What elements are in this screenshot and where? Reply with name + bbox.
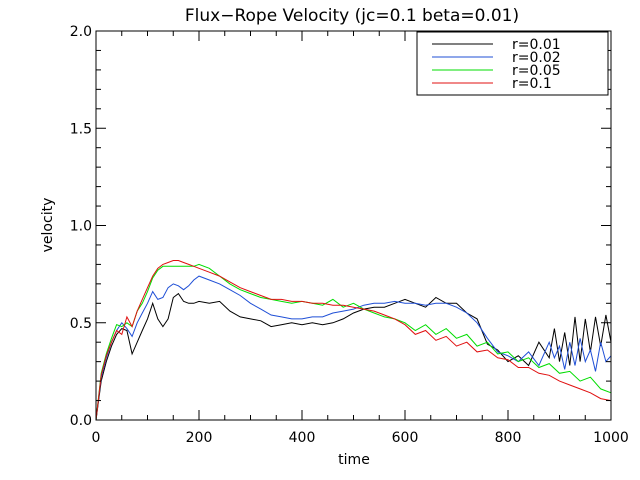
legend-label: r=0.1: [512, 76, 552, 92]
y-tick-label: 0.5: [70, 316, 92, 332]
series-line-r-0-01: [95, 292, 612, 421]
chart-title: Flux−Rope Velocity (jc=0.1 beta=0.01): [185, 6, 519, 26]
plot-area: [95, 260, 612, 421]
legend-label: r=0.01: [512, 37, 561, 53]
y-tick-label: 1.0: [70, 219, 92, 235]
x-tick-label: 1000: [593, 430, 629, 446]
x-tick-label: 800: [495, 430, 522, 446]
x-tick-label: 0: [92, 430, 101, 446]
legend-label: r=0.05: [512, 63, 561, 79]
y-tick-label: 0.0: [70, 413, 92, 429]
legend-label: r=0.02: [512, 50, 561, 66]
x-axis-title: time: [338, 452, 370, 468]
series-line-r-0-02: [95, 275, 612, 421]
legend-box: [416, 31, 609, 96]
x-tick-label: 600: [392, 430, 419, 446]
x-tick-label: 200: [186, 430, 213, 446]
y-tick-label: 1.5: [70, 121, 92, 137]
series-line-r-0-1: [95, 260, 612, 421]
y-axis-title: velocity: [40, 198, 56, 253]
x-tick-label: 400: [289, 430, 316, 446]
legend: r=0.01r=0.02r=0.05r=0.1: [416, 31, 609, 96]
y-tick-label: 2.0: [70, 24, 92, 40]
